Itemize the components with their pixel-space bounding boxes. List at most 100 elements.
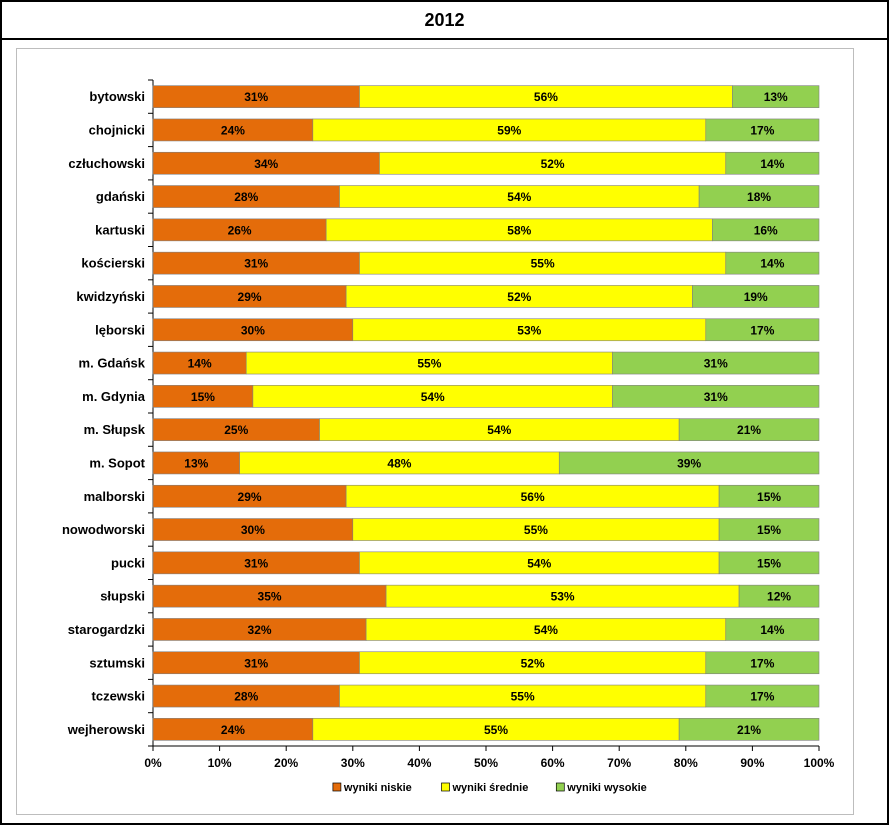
data-label: 59% xyxy=(497,123,521,137)
legend-entry: wyniki średnie xyxy=(452,782,529,794)
data-label: 32% xyxy=(248,623,272,637)
data-label: 56% xyxy=(521,490,545,504)
data-label: 31% xyxy=(244,556,268,570)
data-label: 15% xyxy=(757,523,781,537)
data-label: 14% xyxy=(760,157,784,171)
data-label: 28% xyxy=(234,190,258,204)
category-label: starogardzki xyxy=(68,622,145,637)
category-label: chojnicki xyxy=(89,122,145,137)
data-label: 29% xyxy=(238,490,262,504)
x-tick-label: 80% xyxy=(674,756,698,770)
x-tick-label: 10% xyxy=(208,756,232,770)
data-label: 19% xyxy=(744,290,768,304)
category-label: kwidzyński xyxy=(76,289,145,304)
data-label: 54% xyxy=(527,556,551,570)
data-label: 13% xyxy=(764,90,788,104)
data-label: 53% xyxy=(517,323,541,337)
data-label: 17% xyxy=(750,690,774,704)
legend-swatch xyxy=(332,782,342,792)
legend-entry: wyniki niskie xyxy=(343,782,412,794)
category-label: tczewski xyxy=(92,689,145,704)
chart-title: 2012 xyxy=(2,2,887,40)
bar-segment xyxy=(725,251,820,275)
bar-segment xyxy=(678,418,820,441)
data-label: 15% xyxy=(191,390,215,404)
data-label: 25% xyxy=(224,423,248,437)
data-label: 35% xyxy=(258,590,282,604)
bar-segment xyxy=(612,351,820,375)
category-label: sztumski xyxy=(89,655,145,670)
bar-segment xyxy=(692,285,820,308)
data-label: 29% xyxy=(238,290,262,304)
data-label: 56% xyxy=(534,90,558,104)
legend-entry: wyniki wysokie xyxy=(566,782,646,794)
data-label: 52% xyxy=(521,656,545,670)
bar-segment xyxy=(705,118,820,142)
chart-panel: 0% 10% 20% 30% 40% 50% 60% 70% 80% 90% 100% bytowsk… xyxy=(16,48,854,815)
bar-segment xyxy=(705,651,820,675)
category-label: nowodworski xyxy=(62,522,145,537)
data-label: 31% xyxy=(244,90,268,104)
category-label: m. Gdańsk xyxy=(79,356,146,371)
data-label: 31% xyxy=(244,656,268,670)
category-label: bytowski xyxy=(89,89,145,104)
bar-segment xyxy=(705,318,820,342)
data-label: 14% xyxy=(760,623,784,637)
data-label: 24% xyxy=(221,123,245,137)
data-label: 48% xyxy=(387,456,411,470)
x-tick-label: 70% xyxy=(607,756,631,770)
data-label: 14% xyxy=(760,257,784,271)
data-label: 24% xyxy=(221,723,245,737)
data-label: 53% xyxy=(551,590,575,604)
data-label: 34% xyxy=(254,157,278,171)
bar-segment xyxy=(732,85,820,108)
data-label: 17% xyxy=(750,323,774,337)
bar-segment xyxy=(718,518,820,541)
x-tick-label: 90% xyxy=(740,756,764,770)
category-label: słupski xyxy=(100,589,145,604)
data-label: 16% xyxy=(754,223,778,237)
data-label: 39% xyxy=(677,456,701,470)
data-label: 13% xyxy=(184,456,208,470)
bar-segment xyxy=(725,618,820,641)
data-label: 54% xyxy=(421,390,445,404)
data-label: 54% xyxy=(534,623,558,637)
bar-segment xyxy=(718,484,820,508)
data-label: 30% xyxy=(241,323,265,337)
data-label: 12% xyxy=(767,590,791,604)
legend-swatch xyxy=(441,782,450,792)
x-tick-label: 0% xyxy=(144,756,162,770)
data-label: 55% xyxy=(511,690,535,704)
x-tick-label: 100% xyxy=(804,756,835,770)
data-label: 21% xyxy=(737,423,761,437)
data-label: 17% xyxy=(750,656,774,670)
bar-segment xyxy=(738,584,820,608)
category-label: lęborski xyxy=(95,322,145,337)
category-label: wejherowski xyxy=(67,722,145,737)
category-label: m. Sopot xyxy=(89,455,145,470)
data-label: 52% xyxy=(507,290,531,304)
x-tick-label: 30% xyxy=(341,756,365,770)
bar-segment xyxy=(712,218,820,242)
data-label: 54% xyxy=(487,423,511,437)
data-label: 31% xyxy=(704,390,728,404)
data-label: 31% xyxy=(244,257,268,271)
category-label: kościerski xyxy=(81,256,145,271)
data-label: 52% xyxy=(541,157,565,171)
legend-swatch xyxy=(555,782,565,792)
data-label: 55% xyxy=(417,357,441,371)
data-label: 28% xyxy=(234,690,258,704)
bar-segment xyxy=(705,684,820,708)
data-label: 15% xyxy=(757,556,781,570)
bar-segment xyxy=(678,718,820,741)
data-label: 26% xyxy=(228,223,252,237)
data-label: 17% xyxy=(750,123,774,137)
category-label: malborski xyxy=(84,489,145,504)
bar-segment xyxy=(725,151,820,175)
bar-segment xyxy=(612,385,820,408)
category-label: gdański xyxy=(96,189,145,204)
data-label: 30% xyxy=(241,523,265,537)
data-label: 14% xyxy=(188,357,212,371)
bar-segment xyxy=(558,451,820,475)
